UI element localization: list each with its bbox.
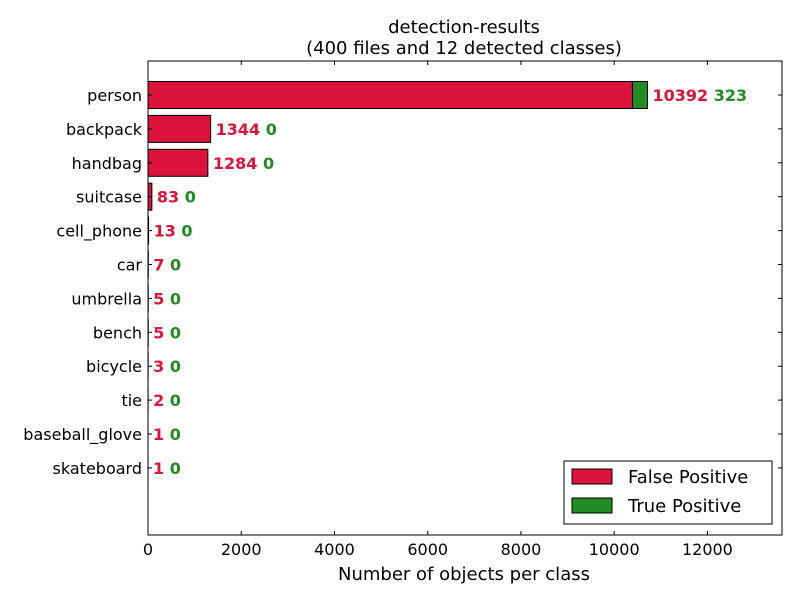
chart-title: detection-results [388,17,540,38]
value-false-positive-backpack: 1344 [216,120,261,139]
x-tick-label: 6000 [407,540,448,559]
value-false-positive-person: 10392 [653,86,709,105]
category-label-cell_phone: cell_phone [56,222,142,242]
value-false-positive-car: 7 [153,256,164,275]
value-label-tie: 2 0 [153,391,181,410]
x-tick-label: 0 [143,540,153,559]
category-label-skateboard: skateboard [53,459,142,478]
value-true-positive-umbrella: 0 [164,289,181,308]
value-label-person: 10392 323 [653,86,748,105]
bar-false-positive-backpack [147,114,212,143]
value-true-positive-backpack: 0 [260,120,277,139]
category-label-backpack: backpack [66,120,143,139]
value-false-positive-bench: 5 [153,323,164,342]
category-label-baseball_glove: baseball_glove [23,425,142,445]
value-true-positive-skateboard: 0 [164,459,181,478]
category-label-car: car [117,256,143,275]
value-label-umbrella: 5 0 [153,289,181,308]
bar-false-positive-handbag [147,148,209,177]
legend-swatch-false-positive [571,468,613,485]
bar-false-positive-person [147,81,633,109]
x-tick-label: 12000 [682,540,733,559]
value-false-positive-cell_phone: 13 [154,222,176,241]
value-label-baseball_glove: 1 0 [153,425,181,444]
category-label-umbrella: umbrella [71,289,142,308]
value-label-suitcase: 83 0 [157,188,196,207]
value-label-bicycle: 3 0 [153,357,181,376]
value-true-positive-suitcase: 0 [179,188,196,207]
value-false-positive-handbag: 1284 [213,154,258,173]
value-false-positive-skateboard: 1 [153,459,164,478]
x-axis-label: Number of objects per class [338,564,590,585]
value-false-positive-tie: 2 [153,391,164,410]
value-true-positive-baseball_glove: 0 [164,425,181,444]
value-false-positive-baseball_glove: 1 [153,425,164,444]
value-label-skateboard: 1 0 [153,459,181,478]
legend: False Positive True Positive [563,460,773,525]
legend-label-false-positive: False Positive [628,467,748,488]
value-label-bench: 5 0 [153,323,181,342]
value-true-positive-tie: 0 [164,391,181,410]
x-tick-label: 2000 [221,540,262,559]
value-true-positive-bicycle: 0 [164,357,181,376]
value-false-positive-bicycle: 3 [153,357,164,376]
category-label-bicycle: bicycle [86,357,142,376]
ticks-layer: 0 2000 4000 6000 8000 10000 12000 [143,61,782,559]
bars-layer [147,81,649,482]
category-label-bench: bench [93,323,142,342]
bar-true-positive-person [631,81,649,109]
value-true-positive-handbag: 0 [257,154,274,173]
value-false-positive-umbrella: 5 [153,289,164,308]
x-tick-label: 4000 [314,540,355,559]
value-true-positive-bench: 0 [164,323,181,342]
chart-subtitle: (400 files and 12 detected classes) [306,38,622,59]
category-labels-layer: person backpack handbag suitcase cell_phonec… [23,86,142,478]
category-label-handbag: handbag [72,154,142,173]
value-label-backpack: 1344 0 [216,120,277,139]
legend-label-true-positive: True Positive [627,496,741,517]
category-label-tie: tie [121,391,142,410]
value-true-positive-person: 323 [708,86,747,105]
legend-swatch-true-positive [571,497,613,514]
value-false-positive-suitcase: 83 [157,188,179,207]
value-true-positive-car: 0 [164,256,181,275]
value-label-handbag: 1284 0 [213,154,274,173]
category-label-suitcase: suitcase [76,188,142,207]
value-label-cell_phone: 13 0 [154,222,193,241]
value-label-car: 7 0 [153,256,181,275]
value-true-positive-cell_phone: 0 [176,222,193,241]
x-tick-label: 10000 [589,540,640,559]
category-label-person: person [87,86,142,105]
x-tick-label: 8000 [501,540,542,559]
